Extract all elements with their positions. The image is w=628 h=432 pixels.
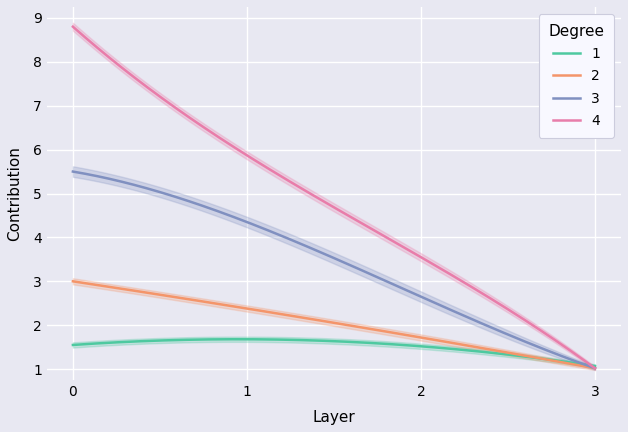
3 [389, 281, 396, 286]
4 [389, 238, 396, 243]
1 [591, 363, 598, 368]
4 [71, 25, 78, 31]
2 [71, 279, 78, 284]
2 [380, 329, 387, 334]
2 [389, 330, 396, 335]
1 [382, 341, 389, 346]
Line: 1: 1 [73, 339, 595, 366]
3 [378, 276, 386, 282]
1 [71, 342, 78, 347]
X-axis label: Layer: Layer [313, 410, 355, 425]
Line: 3: 3 [73, 172, 595, 368]
4 [543, 331, 550, 337]
Line: 2: 2 [73, 281, 595, 368]
1 [544, 357, 551, 362]
3 [71, 169, 78, 175]
4 [591, 365, 598, 371]
Legend: 1, 2, 3, 4: 1, 2, 3, 4 [539, 14, 614, 138]
1 [391, 342, 398, 347]
2 [543, 357, 550, 362]
3 [591, 365, 598, 371]
2 [591, 365, 598, 371]
Y-axis label: Contribution: Contribution [7, 146, 22, 241]
3 [380, 277, 387, 283]
4 [378, 232, 386, 238]
1 [380, 341, 387, 346]
3 [543, 347, 550, 353]
4 [509, 310, 517, 315]
3 [69, 169, 77, 174]
2 [509, 351, 517, 356]
1 [69, 343, 77, 348]
4 [380, 233, 387, 238]
3 [509, 334, 517, 339]
4 [69, 24, 77, 29]
2 [378, 328, 386, 334]
1 [511, 353, 518, 358]
2 [69, 279, 77, 284]
Line: 4: 4 [73, 27, 595, 368]
1 [235, 337, 242, 342]
